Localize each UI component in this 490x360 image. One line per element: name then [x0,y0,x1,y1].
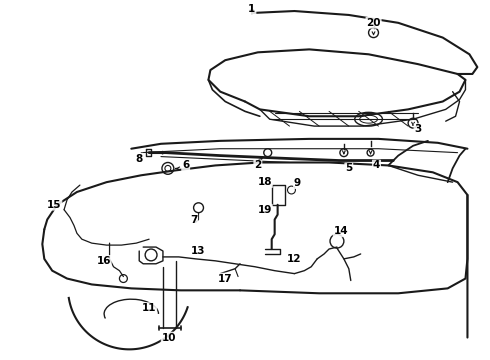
Text: 9: 9 [294,178,301,188]
Text: 12: 12 [287,254,302,264]
Text: 6: 6 [182,161,189,170]
Text: 19: 19 [258,205,272,215]
Text: 14: 14 [334,226,348,236]
Text: 8: 8 [136,154,143,163]
Text: 10: 10 [162,333,176,343]
Text: 17: 17 [218,274,233,284]
Text: 3: 3 [415,124,421,134]
Text: 7: 7 [190,215,197,225]
Text: 15: 15 [47,200,61,210]
Text: 20: 20 [367,18,381,28]
Text: 11: 11 [142,303,156,313]
Text: 1: 1 [248,4,256,14]
Text: 2: 2 [254,161,262,170]
Text: 16: 16 [97,256,111,266]
Text: 5: 5 [345,163,352,174]
Text: 13: 13 [191,246,206,256]
Text: 18: 18 [258,177,272,187]
Text: 4: 4 [373,161,380,170]
